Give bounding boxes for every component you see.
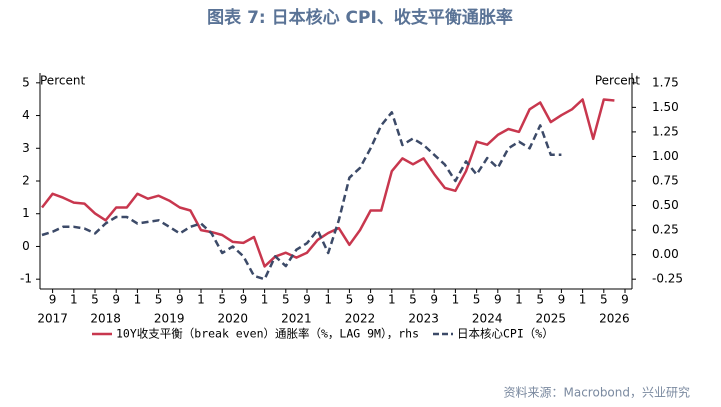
y-axis-label: Percent (40, 74, 85, 88)
y-tick-label: 2 (22, 174, 30, 188)
chart-title: 图表 7: 日本核心 CPI、收支平衡通胀率 (207, 7, 513, 28)
legend-label: 10Y收支平衡（break even）通胀率（%，LAG 9M），rhs (116, 327, 419, 341)
y-tick-label: 5 (22, 75, 30, 89)
x-tick-label: 9 (430, 293, 438, 307)
x-tick-label: 1 (579, 293, 587, 307)
y-tick-label: -1 (20, 272, 32, 286)
year-label: 2025 (536, 312, 567, 326)
x-tick-label: 1 (515, 293, 523, 307)
x-tick-label: 5 (536, 293, 544, 307)
y2-tick-label: 1.50 (652, 100, 679, 114)
year-label: 2021 (281, 312, 312, 326)
x-tick-label: 1 (388, 293, 396, 307)
series-line (41, 98, 615, 268)
year-label: 2022 (345, 312, 376, 326)
x-tick-label: 5 (346, 293, 354, 307)
x-tick-label: 1 (452, 293, 460, 307)
y-tick-label: 4 (22, 108, 30, 122)
legend-label: 日本核心CPI（%） (457, 327, 554, 341)
y2-tick-label: 1.75 (652, 75, 679, 89)
x-tick-label: 1 (261, 293, 269, 307)
y-tick-label: 0 (22, 239, 30, 253)
x-tick-label: 9 (367, 293, 375, 307)
x-tick-label: 5 (91, 293, 99, 307)
x-tick-label: 9 (176, 293, 184, 307)
x-tick-label: 1 (134, 293, 142, 307)
x-tick-label: 9 (558, 293, 566, 307)
year-label: 2026 (599, 312, 630, 326)
y2-tick-label: 1.25 (652, 124, 679, 138)
source: 资料来源：Macrobond，兴业研究 (504, 385, 691, 400)
year-label: 2020 (218, 312, 249, 326)
x-tick-label: 9 (494, 293, 502, 307)
y-tick-label: 3 (22, 141, 30, 155)
y2-tick-label: 0.75 (652, 174, 679, 188)
y2-tick-label: 0.00 (652, 247, 679, 261)
x-tick-label: 9 (49, 293, 57, 307)
y2-tick-label: -0.25 (652, 272, 683, 286)
year-label: 2023 (408, 312, 439, 326)
series-line (41, 111, 562, 281)
x-tick-label: 9 (303, 293, 311, 307)
y2-tick-label: 0.25 (652, 223, 679, 237)
year-label: 2017 (37, 312, 68, 326)
x-tick-label: 9 (621, 293, 629, 307)
x-tick-label: 5 (473, 293, 481, 307)
x-tick-label: 5 (155, 293, 163, 307)
x-tick-label: 1 (197, 293, 205, 307)
year-label: 2018 (90, 312, 121, 326)
x-tick-label: 5 (218, 293, 226, 307)
y2-tick-label: 0.50 (652, 198, 679, 212)
x-tick-label: 5 (282, 293, 290, 307)
x-tick-label: 9 (112, 293, 120, 307)
y-tick-label: 1 (22, 206, 30, 220)
x-tick-label: 5 (409, 293, 417, 307)
x-tick-label: 1 (70, 293, 78, 307)
year-label: 2019 (154, 312, 185, 326)
year-label: 2024 (472, 312, 503, 326)
y2-axis-label: Percent (595, 74, 640, 88)
x-tick-label: 1 (324, 293, 332, 307)
x-tick-label: 5 (600, 293, 608, 307)
y2-tick-label: 1.00 (652, 149, 679, 163)
x-tick-label: 9 (240, 293, 248, 307)
